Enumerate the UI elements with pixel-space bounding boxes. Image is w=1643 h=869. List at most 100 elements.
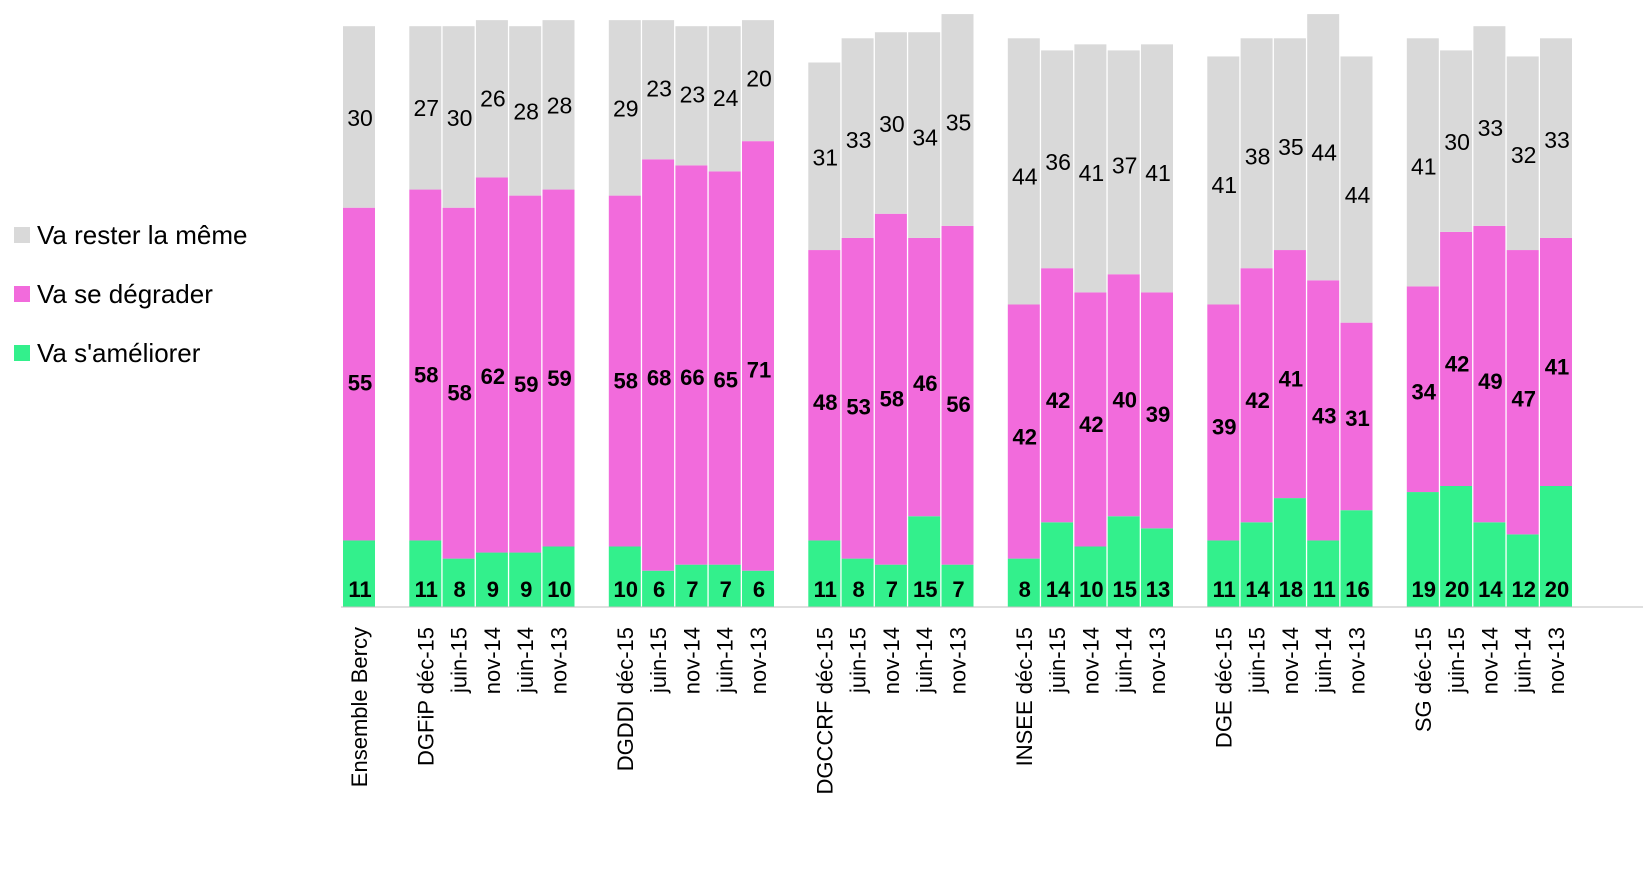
data-label: 48 — [813, 390, 837, 415]
bar-segment — [1041, 268, 1074, 523]
data-label: 39 — [1146, 402, 1170, 427]
data-label: 28 — [513, 98, 539, 124]
bar-segment — [1207, 304, 1240, 541]
data-label: 11 — [814, 577, 837, 602]
category-label: DGDDI déc-15 — [613, 627, 638, 771]
bar-segment — [475, 20, 508, 178]
data-label: 41 — [1145, 160, 1171, 186]
data-label: 9 — [520, 577, 532, 602]
bar-segment — [1406, 492, 1439, 607]
data-label: 7 — [686, 577, 698, 602]
bar-segment — [1473, 225, 1506, 523]
category-label: SG déc-15 — [1411, 627, 1436, 732]
data-label: 43 — [1312, 403, 1336, 428]
category-label: juin-14 — [1311, 627, 1336, 694]
data-label: 11 — [1213, 577, 1236, 602]
data-label: 58 — [414, 363, 438, 388]
bar-segment — [708, 564, 741, 607]
data-label: 42 — [1079, 412, 1103, 437]
bar-segment — [1273, 250, 1306, 499]
category-label: DGFiP déc-15 — [413, 627, 438, 766]
bar-segment — [742, 20, 774, 142]
category-label: nov-13 — [547, 627, 572, 694]
bar-segment — [1207, 56, 1240, 305]
category-label: DGE déc-15 — [1211, 627, 1236, 748]
data-label: 41 — [1079, 160, 1105, 186]
data-label: 27 — [414, 95, 440, 121]
data-label: 44 — [1012, 164, 1038, 190]
bar-segment — [1007, 558, 1040, 607]
category-label: juin-15 — [1245, 627, 1270, 694]
category-label: juin-14 — [912, 627, 937, 694]
data-label: 12 — [1511, 577, 1535, 602]
data-label: 58 — [614, 369, 638, 394]
data-label: 6 — [753, 577, 765, 602]
bar-segment — [808, 540, 841, 607]
legend-label-same: Va rester la même — [37, 219, 248, 250]
data-label: 14 — [1046, 577, 1071, 602]
data-label: 44 — [1345, 182, 1371, 208]
bar-segment — [1141, 528, 1173, 607]
bar-segment — [442, 26, 475, 208]
bar-segment — [841, 38, 874, 238]
data-label: 11 — [1313, 577, 1336, 602]
data-label: 8 — [852, 577, 864, 602]
bar-segment — [642, 20, 675, 160]
category-label: juin-14 — [713, 627, 738, 694]
bar-segment — [808, 250, 841, 541]
bar-segment — [1506, 56, 1539, 251]
data-label: 20 — [1545, 577, 1569, 602]
data-label: 31 — [1345, 406, 1369, 431]
bar-segment — [642, 159, 675, 571]
data-label: 15 — [1112, 577, 1136, 602]
data-label: 42 — [1445, 352, 1469, 377]
data-label: 35 — [946, 110, 972, 136]
bar-segment — [1074, 546, 1107, 607]
data-label: 47 — [1511, 386, 1535, 411]
legend-swatch-improve — [14, 345, 30, 361]
category-label: juin-15 — [1045, 627, 1070, 694]
data-label: 8 — [453, 577, 465, 602]
category-label: nov-14 — [480, 627, 505, 694]
data-label: 7 — [952, 577, 964, 602]
category-label: nov-14 — [1078, 627, 1103, 694]
data-label: 11 — [348, 577, 371, 602]
data-label: 13 — [1146, 577, 1170, 602]
data-label: 33 — [1544, 127, 1570, 153]
bar-segment — [742, 570, 774, 607]
category-label: juin-15 — [447, 627, 472, 694]
data-label: 24 — [713, 85, 739, 111]
category-label: juin-15 — [846, 627, 871, 694]
data-label: 56 — [946, 392, 970, 417]
category-label: DGCCRF déc-15 — [812, 627, 837, 794]
bar-segment — [1273, 38, 1306, 251]
bar-segment — [1041, 522, 1074, 607]
data-label: 30 — [879, 111, 905, 137]
bar-segment — [1273, 498, 1306, 607]
data-label: 34 — [1412, 379, 1437, 404]
bar-segment — [675, 165, 708, 565]
bar-segment — [1007, 38, 1040, 305]
bar-segment — [608, 546, 641, 607]
bar-segment — [841, 237, 874, 559]
bar-segment — [409, 189, 442, 541]
bar-segment — [343, 207, 375, 541]
bar-segment — [409, 540, 442, 607]
data-label: 59 — [547, 366, 571, 391]
legend-swatch-same — [14, 227, 30, 243]
category-label: Ensemble Bercy — [347, 627, 372, 787]
category-label: INSEE déc-15 — [1012, 627, 1037, 766]
data-label: 42 — [1245, 388, 1269, 413]
bar-segment — [1506, 534, 1539, 607]
data-label: 10 — [614, 577, 638, 602]
bar-segment — [442, 207, 475, 559]
chart-legend: Va rester la même Va se dégrader Va s'am… — [14, 220, 247, 397]
category-label: nov-14 — [679, 627, 704, 694]
bar-segment — [1340, 510, 1373, 607]
bar-segment — [941, 564, 974, 607]
bar-segment — [908, 32, 941, 238]
category-label: juin-15 — [1444, 627, 1469, 694]
legend-swatch-degrade — [14, 286, 30, 302]
bar-segment — [1473, 26, 1506, 226]
bar-segment — [1540, 486, 1572, 607]
